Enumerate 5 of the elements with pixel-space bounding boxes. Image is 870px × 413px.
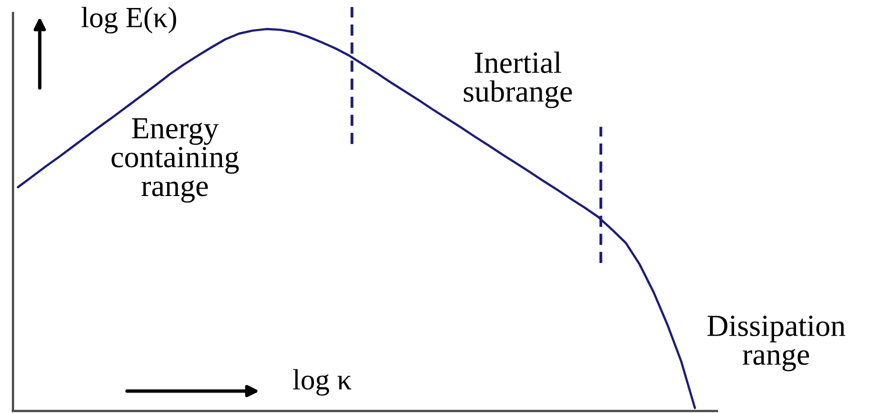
annotation: Energy containing range: [112, 118, 239, 203]
annotation: Inertial subrange: [464, 52, 572, 108]
annotation: Dissipation range: [707, 316, 846, 372]
x-axis-title: log κ: [293, 369, 352, 396]
y-axis-title: log E(κ): [81, 6, 176, 34]
